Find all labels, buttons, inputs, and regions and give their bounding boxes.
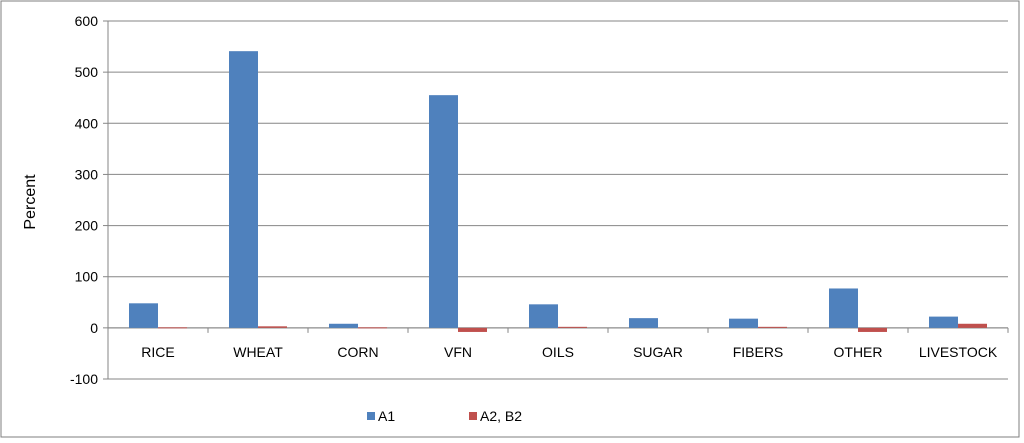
- y-tick-label: 400: [75, 115, 99, 131]
- x-category-label: OTHER: [834, 344, 883, 360]
- legend-label: A1: [378, 408, 395, 424]
- bar-a1-fibers: [729, 318, 758, 328]
- legend-swatch: [367, 412, 375, 420]
- legend-swatch: [469, 412, 477, 420]
- bar-a1-other: [829, 288, 858, 328]
- bar-a1-vfn: [429, 95, 458, 328]
- x-category-label: WHEAT: [233, 344, 283, 360]
- bar-a1-sugar: [629, 318, 658, 328]
- y-tick-label: 100: [75, 269, 99, 285]
- x-category-label: SUGAR: [633, 344, 683, 360]
- x-category-label: VFN: [444, 344, 472, 360]
- y-axis-ticks: -100 0 100 200 300 400 500 600: [70, 13, 98, 387]
- y-axis-label: Percent: [22, 174, 39, 230]
- bar-a2-b2-oils: [558, 326, 587, 328]
- x-category-label: RICE: [141, 344, 174, 360]
- x-category-label: OILS: [542, 344, 574, 360]
- bar-a2-b2-rice: [158, 327, 187, 329]
- bar-a1-corn: [329, 323, 358, 328]
- x-category-label: LIVESTOCK: [919, 344, 998, 360]
- x-axis-categories: RICE WHEAT CORN VFN OILS SUGAR FIBERS OTHER LIVE…: [141, 344, 998, 360]
- y-tick-label: 600: [75, 13, 99, 29]
- x-category-label: CORN: [337, 344, 378, 360]
- bar-a2-b2-livestock: [958, 323, 987, 328]
- legend: A1 A2, B2: [367, 408, 522, 424]
- bar-a2-b2-other: [858, 327, 887, 332]
- y-tick-label: 300: [75, 166, 99, 182]
- bar-a1-rice: [129, 303, 158, 328]
- y-tick-label: -100: [70, 371, 98, 387]
- bar-a1-livestock: [929, 316, 958, 328]
- y-tick-label: 500: [75, 64, 99, 80]
- bar-a1-oils: [529, 304, 558, 328]
- y-tick-label: 0: [90, 320, 98, 336]
- bars: [129, 51, 987, 332]
- bar-a2-b2-wheat: [258, 326, 287, 328]
- x-category-label: FIBERS: [733, 344, 784, 360]
- bar-a1-wheat: [229, 51, 258, 328]
- bar-a2-b2-vfn: [458, 327, 487, 332]
- legend-label: A2, B2: [480, 408, 522, 424]
- bar-a2-b2-fibers: [758, 326, 787, 328]
- y-tick-label: 200: [75, 218, 99, 234]
- bar-a2-b2-corn: [358, 327, 387, 329]
